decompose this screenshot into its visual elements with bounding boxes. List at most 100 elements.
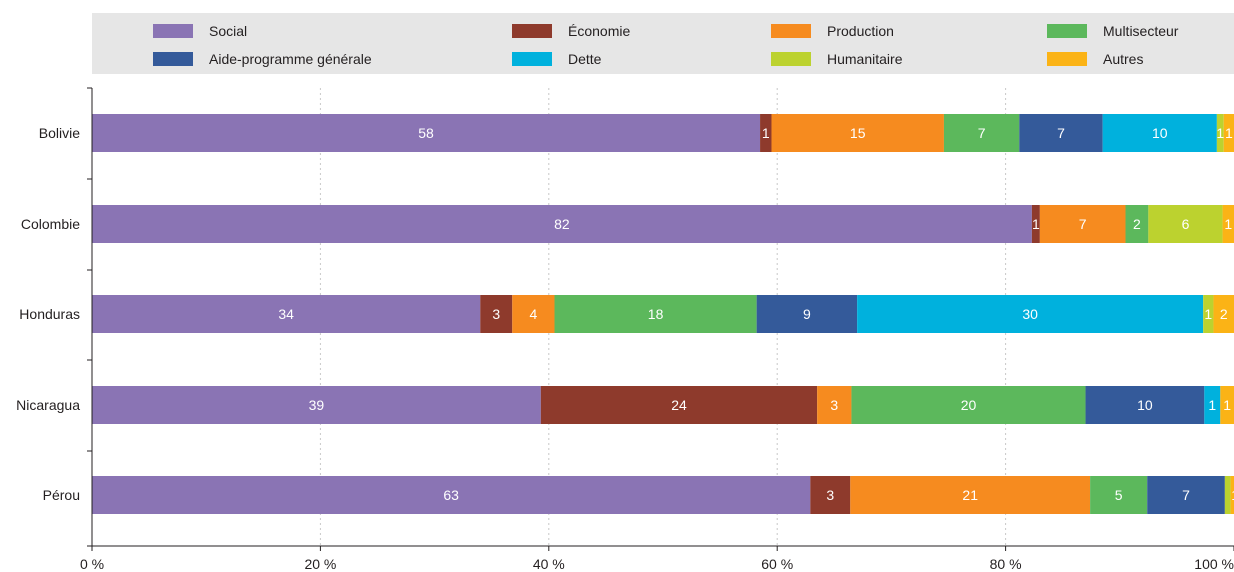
x-tick-label-100: 100 % (1194, 556, 1234, 572)
data-label-honduras-social: 34 (278, 306, 294, 322)
bar-row-honduras: 34 3 4 18 9 30 1 2 (92, 295, 1234, 333)
data-label-colombie-production: 7 (1079, 216, 1087, 232)
bars: 58 1 15 7 7 10 1 182 1 7 2 6 134 3 4 18 9 30 1 239 24 3 20 10 1 1… (92, 114, 1234, 514)
legend-swatch-social (153, 24, 193, 38)
bar-segment-nicaragua-dette (1204, 386, 1221, 424)
bar-segment-nicaragua-production (817, 386, 852, 424)
legend-label-production: Production (827, 23, 894, 39)
bar-segment-perou-humanitaire (1224, 476, 1231, 514)
legend-swatch-dette (512, 52, 552, 66)
bar-segment-bolivie-humanitaire (1216, 114, 1224, 152)
data-label-bolivie-multisecteur: 7 (978, 125, 986, 141)
legend-label-dette: Dette (568, 51, 602, 67)
bar-segment-nicaragua-aide-programme-generale (1085, 386, 1205, 424)
tick-labels: 0 % 20 % 40 % 60 % 80 % 100 % (80, 556, 1234, 572)
bar-segment-colombie-production (1039, 205, 1126, 243)
bar-segment-perou-social (92, 476, 811, 514)
data-label-perou-aide-programme-generale: 7 (1182, 487, 1190, 503)
bar-segment-colombie-autres (1222, 205, 1234, 243)
legend-label-aide-programme-generale: Aide-programme générale (209, 51, 372, 67)
x-tick-label-60: 60 % (761, 556, 793, 572)
legend-label-autres: Autres (1103, 51, 1143, 67)
bar-row-colombie: 82 1 7 2 6 1 (92, 205, 1234, 243)
bar-segment-honduras-multisecteur (554, 295, 757, 333)
bar-segment-perou-autres (1230, 476, 1234, 514)
x-tick-label-0: 0 % (80, 556, 104, 572)
bar-row-perou: 63 3 21 5 7 1 (92, 476, 1234, 514)
data-label-nicaragua-production: 3 (830, 397, 838, 413)
data-label-honduras-autres: 2 (1220, 306, 1228, 322)
bar-segment-honduras-economie (480, 295, 513, 333)
legend-label-economie: Économie (568, 23, 630, 39)
bar-segment-bolivie-economie (760, 114, 772, 152)
category-label-colombie: Colombie (21, 216, 80, 232)
bar-row-nicaragua: 39 24 3 20 10 1 1 (92, 386, 1234, 424)
bar-segment-nicaragua-multisecteur (851, 386, 1086, 424)
x-tick-label-40: 40 % (533, 556, 565, 572)
legend-label-multisecteur: Multisecteur (1103, 23, 1179, 39)
bar-segment-nicaragua-social (92, 386, 541, 424)
bar-segment-perou-economie (810, 476, 851, 514)
category-labels: Bolivie Colombie Honduras Nicaragua Pérou (16, 125, 80, 503)
legend-swatch-humanitaire (771, 52, 811, 66)
legend-swatch-production (771, 24, 811, 38)
legend-label-humanitaire: Humanitaire (827, 51, 903, 67)
data-label-bolivie-dette: 10 (1152, 125, 1168, 141)
legend: Social Économie Production Multisecteur Aide… (153, 23, 1179, 67)
legend-background (92, 13, 1234, 74)
category-label-nicaragua: Nicaragua (16, 397, 80, 413)
data-label-bolivie-aide-programme-generale: 7 (1057, 125, 1065, 141)
bar-row-bolivie: 58 1 15 7 7 10 1 1 (92, 114, 1234, 152)
bar-segment-honduras-social (92, 295, 481, 333)
data-label-colombie-autres: 1 (1224, 216, 1232, 232)
data-label-perou-multisecteur: 5 (1115, 487, 1123, 503)
bar-segment-nicaragua-economie (540, 386, 818, 424)
bar-segment-honduras-dette (857, 295, 1204, 333)
bar-segment-perou-multisecteur (1090, 476, 1148, 514)
legend-swatch-multisecteur (1047, 24, 1087, 38)
legend-swatch-autres (1047, 52, 1087, 66)
bar-segment-nicaragua-autres (1220, 386, 1234, 424)
data-label-nicaragua-economie: 24 (671, 397, 687, 413)
bar-segment-perou-production (850, 476, 1091, 514)
bar-segment-honduras-aide-programme-generale (756, 295, 858, 333)
data-label-honduras-multisecteur: 18 (648, 306, 664, 322)
category-label-perou: Pérou (43, 487, 80, 503)
bar-segment-bolivie-production (771, 114, 944, 152)
legend-label-social: Social (209, 23, 247, 39)
data-label-nicaragua-dette: 1 (1208, 397, 1216, 413)
bar-segment-colombie-humanitaire (1148, 205, 1223, 243)
data-label-nicaragua-multisecteur: 20 (961, 397, 977, 413)
bar-segment-perou-aide-programme-generale (1147, 476, 1225, 514)
data-label-honduras-dette: 30 (1022, 306, 1038, 322)
bar-segment-bolivie-aide-programme-generale (1019, 114, 1103, 152)
data-label-honduras-economie: 3 (492, 306, 500, 322)
data-label-colombie-humanitaire: 6 (1182, 216, 1190, 232)
bar-segment-colombie-multisecteur (1125, 205, 1149, 243)
axes (87, 87, 1234, 551)
data-label-perou-economie: 3 (826, 487, 834, 503)
legend-swatch-aide-programme-generale (153, 52, 193, 66)
data-label-bolivie-autres: 1 (1225, 125, 1233, 141)
data-label-perou-production: 21 (962, 487, 978, 503)
data-label-colombie-multisecteur: 2 (1133, 216, 1141, 232)
bar-segment-bolivie-autres (1223, 114, 1234, 152)
x-tick-label-80: 80 % (990, 556, 1022, 572)
data-label-colombie-social: 82 (554, 216, 570, 232)
gridlines (319, 88, 1007, 546)
data-label-perou-autres: 1 (1231, 487, 1234, 503)
bar-segment-honduras-production (512, 295, 555, 333)
data-label-nicaragua-social: 39 (309, 397, 325, 413)
bar-segment-colombie-social (92, 205, 1032, 243)
data-label-bolivie-humanitaire: 1 (1216, 125, 1224, 141)
legend-swatch-economie (512, 24, 552, 38)
bar-segment-bolivie-dette (1102, 114, 1217, 152)
bar-segment-colombie-economie (1031, 205, 1040, 243)
data-label-nicaragua-aide-programme-generale: 10 (1137, 397, 1153, 413)
bar-segment-bolivie-multisecteur (943, 114, 1020, 152)
bar-segment-honduras-autres (1213, 295, 1234, 333)
category-label-honduras: Honduras (19, 306, 80, 322)
x-tick-label-20: 20 % (304, 556, 336, 572)
data-label-honduras-aide-programme-generale: 9 (803, 306, 811, 322)
